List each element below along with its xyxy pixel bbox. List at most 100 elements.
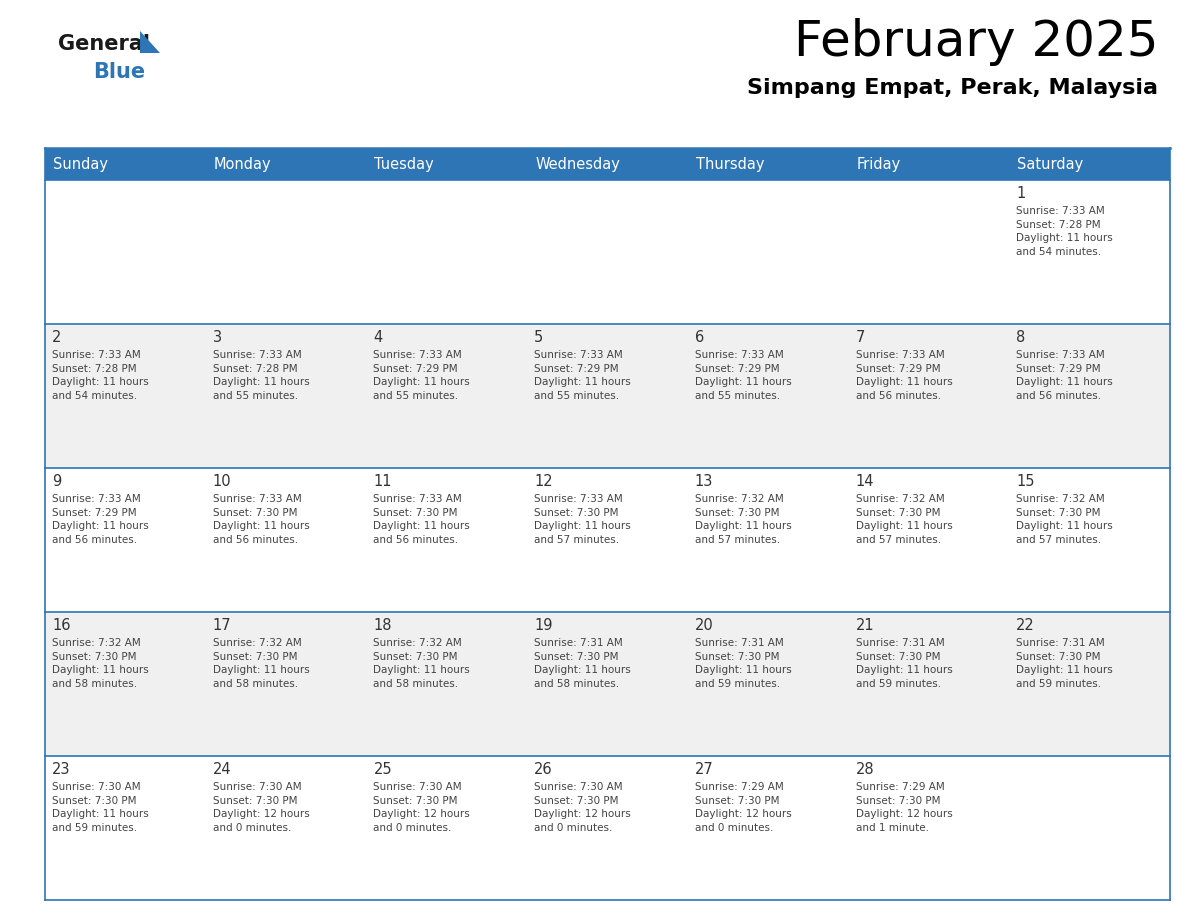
- Text: 23: 23: [52, 762, 70, 777]
- Text: 12: 12: [535, 474, 552, 489]
- Text: 3: 3: [213, 330, 222, 345]
- Text: 4: 4: [373, 330, 383, 345]
- FancyBboxPatch shape: [527, 148, 688, 180]
- Text: 15: 15: [1016, 474, 1035, 489]
- Text: 8: 8: [1016, 330, 1025, 345]
- FancyBboxPatch shape: [527, 612, 688, 756]
- FancyBboxPatch shape: [688, 180, 848, 324]
- FancyBboxPatch shape: [206, 468, 366, 612]
- FancyBboxPatch shape: [206, 756, 366, 900]
- FancyBboxPatch shape: [1010, 180, 1170, 324]
- FancyBboxPatch shape: [688, 324, 848, 468]
- FancyBboxPatch shape: [206, 180, 366, 324]
- FancyBboxPatch shape: [527, 756, 688, 900]
- FancyBboxPatch shape: [45, 756, 206, 900]
- FancyBboxPatch shape: [45, 324, 206, 468]
- Text: Sunrise: 7:33 AM
Sunset: 7:28 PM
Daylight: 11 hours
and 54 minutes.: Sunrise: 7:33 AM Sunset: 7:28 PM Dayligh…: [1016, 206, 1113, 257]
- Text: Sunrise: 7:32 AM
Sunset: 7:30 PM
Daylight: 11 hours
and 58 minutes.: Sunrise: 7:32 AM Sunset: 7:30 PM Dayligh…: [52, 638, 148, 688]
- Text: 14: 14: [855, 474, 874, 489]
- FancyBboxPatch shape: [848, 180, 1010, 324]
- Text: Monday: Monday: [214, 158, 271, 173]
- FancyBboxPatch shape: [527, 324, 688, 468]
- Text: Friday: Friday: [857, 158, 901, 173]
- Text: 16: 16: [52, 618, 70, 633]
- FancyBboxPatch shape: [1010, 324, 1170, 468]
- FancyBboxPatch shape: [366, 148, 527, 180]
- Text: 28: 28: [855, 762, 874, 777]
- Text: Sunrise: 7:31 AM
Sunset: 7:30 PM
Daylight: 11 hours
and 59 minutes.: Sunrise: 7:31 AM Sunset: 7:30 PM Dayligh…: [695, 638, 791, 688]
- Text: 6: 6: [695, 330, 704, 345]
- FancyBboxPatch shape: [206, 148, 366, 180]
- Text: Sunrise: 7:32 AM
Sunset: 7:30 PM
Daylight: 11 hours
and 57 minutes.: Sunrise: 7:32 AM Sunset: 7:30 PM Dayligh…: [695, 494, 791, 544]
- FancyBboxPatch shape: [688, 756, 848, 900]
- Text: Sunrise: 7:32 AM
Sunset: 7:30 PM
Daylight: 11 hours
and 57 minutes.: Sunrise: 7:32 AM Sunset: 7:30 PM Dayligh…: [1016, 494, 1113, 544]
- Text: 11: 11: [373, 474, 392, 489]
- FancyBboxPatch shape: [1010, 756, 1170, 900]
- Text: Blue: Blue: [93, 62, 145, 82]
- FancyBboxPatch shape: [688, 612, 848, 756]
- FancyBboxPatch shape: [848, 148, 1010, 180]
- Text: Sunrise: 7:33 AM
Sunset: 7:29 PM
Daylight: 11 hours
and 55 minutes.: Sunrise: 7:33 AM Sunset: 7:29 PM Dayligh…: [535, 350, 631, 401]
- Text: General: General: [58, 34, 150, 54]
- Text: Sunrise: 7:32 AM
Sunset: 7:30 PM
Daylight: 11 hours
and 57 minutes.: Sunrise: 7:32 AM Sunset: 7:30 PM Dayligh…: [855, 494, 953, 544]
- Text: Simpang Empat, Perak, Malaysia: Simpang Empat, Perak, Malaysia: [747, 78, 1158, 98]
- Text: Tuesday: Tuesday: [374, 158, 434, 173]
- Text: Sunrise: 7:33 AM
Sunset: 7:28 PM
Daylight: 11 hours
and 55 minutes.: Sunrise: 7:33 AM Sunset: 7:28 PM Dayligh…: [213, 350, 309, 401]
- FancyBboxPatch shape: [45, 180, 206, 324]
- Text: Sunrise: 7:32 AM
Sunset: 7:30 PM
Daylight: 11 hours
and 58 minutes.: Sunrise: 7:32 AM Sunset: 7:30 PM Dayligh…: [213, 638, 309, 688]
- Text: Sunrise: 7:33 AM
Sunset: 7:29 PM
Daylight: 11 hours
and 55 minutes.: Sunrise: 7:33 AM Sunset: 7:29 PM Dayligh…: [373, 350, 470, 401]
- Text: 13: 13: [695, 474, 713, 489]
- Text: 7: 7: [855, 330, 865, 345]
- Text: Sunrise: 7:29 AM
Sunset: 7:30 PM
Daylight: 12 hours
and 0 minutes.: Sunrise: 7:29 AM Sunset: 7:30 PM Dayligh…: [695, 782, 791, 833]
- Text: 18: 18: [373, 618, 392, 633]
- Text: 5: 5: [535, 330, 543, 345]
- Text: 17: 17: [213, 618, 232, 633]
- Text: Sunrise: 7:33 AM
Sunset: 7:29 PM
Daylight: 11 hours
and 56 minutes.: Sunrise: 7:33 AM Sunset: 7:29 PM Dayligh…: [52, 494, 148, 544]
- FancyBboxPatch shape: [527, 180, 688, 324]
- FancyBboxPatch shape: [45, 612, 206, 756]
- Text: Sunrise: 7:30 AM
Sunset: 7:30 PM
Daylight: 12 hours
and 0 minutes.: Sunrise: 7:30 AM Sunset: 7:30 PM Dayligh…: [373, 782, 470, 833]
- Text: Wednesday: Wednesday: [535, 158, 620, 173]
- Text: Sunrise: 7:33 AM
Sunset: 7:30 PM
Daylight: 11 hours
and 57 minutes.: Sunrise: 7:33 AM Sunset: 7:30 PM Dayligh…: [535, 494, 631, 544]
- FancyBboxPatch shape: [688, 148, 848, 180]
- FancyBboxPatch shape: [366, 468, 527, 612]
- FancyBboxPatch shape: [848, 324, 1010, 468]
- FancyBboxPatch shape: [1010, 148, 1170, 180]
- FancyBboxPatch shape: [45, 148, 206, 180]
- FancyBboxPatch shape: [848, 468, 1010, 612]
- Text: February 2025: February 2025: [794, 18, 1158, 66]
- FancyBboxPatch shape: [45, 468, 206, 612]
- Text: Sunrise: 7:32 AM
Sunset: 7:30 PM
Daylight: 11 hours
and 58 minutes.: Sunrise: 7:32 AM Sunset: 7:30 PM Dayligh…: [373, 638, 470, 688]
- FancyBboxPatch shape: [527, 468, 688, 612]
- Text: Sunrise: 7:30 AM
Sunset: 7:30 PM
Daylight: 12 hours
and 0 minutes.: Sunrise: 7:30 AM Sunset: 7:30 PM Dayligh…: [535, 782, 631, 833]
- Text: Sunrise: 7:33 AM
Sunset: 7:30 PM
Daylight: 11 hours
and 56 minutes.: Sunrise: 7:33 AM Sunset: 7:30 PM Dayligh…: [373, 494, 470, 544]
- Text: Sunrise: 7:31 AM
Sunset: 7:30 PM
Daylight: 11 hours
and 59 minutes.: Sunrise: 7:31 AM Sunset: 7:30 PM Dayligh…: [855, 638, 953, 688]
- FancyBboxPatch shape: [848, 612, 1010, 756]
- FancyBboxPatch shape: [848, 756, 1010, 900]
- FancyBboxPatch shape: [366, 324, 527, 468]
- Text: 10: 10: [213, 474, 232, 489]
- FancyBboxPatch shape: [206, 612, 366, 756]
- Text: Sunday: Sunday: [53, 158, 108, 173]
- Text: 20: 20: [695, 618, 714, 633]
- FancyBboxPatch shape: [688, 468, 848, 612]
- Text: 2: 2: [52, 330, 62, 345]
- Text: 25: 25: [373, 762, 392, 777]
- Text: 26: 26: [535, 762, 552, 777]
- FancyBboxPatch shape: [366, 612, 527, 756]
- Text: Sunrise: 7:33 AM
Sunset: 7:30 PM
Daylight: 11 hours
and 56 minutes.: Sunrise: 7:33 AM Sunset: 7:30 PM Dayligh…: [213, 494, 309, 544]
- Text: 19: 19: [535, 618, 552, 633]
- FancyBboxPatch shape: [1010, 612, 1170, 756]
- Text: Sunrise: 7:30 AM
Sunset: 7:30 PM
Daylight: 11 hours
and 59 minutes.: Sunrise: 7:30 AM Sunset: 7:30 PM Dayligh…: [52, 782, 148, 833]
- Text: 27: 27: [695, 762, 714, 777]
- Text: Sunrise: 7:30 AM
Sunset: 7:30 PM
Daylight: 12 hours
and 0 minutes.: Sunrise: 7:30 AM Sunset: 7:30 PM Dayligh…: [213, 782, 309, 833]
- Text: Sunrise: 7:29 AM
Sunset: 7:30 PM
Daylight: 12 hours
and 1 minute.: Sunrise: 7:29 AM Sunset: 7:30 PM Dayligh…: [855, 782, 953, 833]
- Text: 9: 9: [52, 474, 62, 489]
- Text: Sunrise: 7:33 AM
Sunset: 7:29 PM
Daylight: 11 hours
and 56 minutes.: Sunrise: 7:33 AM Sunset: 7:29 PM Dayligh…: [1016, 350, 1113, 401]
- Text: Sunrise: 7:33 AM
Sunset: 7:29 PM
Daylight: 11 hours
and 56 minutes.: Sunrise: 7:33 AM Sunset: 7:29 PM Dayligh…: [855, 350, 953, 401]
- Text: Sunrise: 7:33 AM
Sunset: 7:29 PM
Daylight: 11 hours
and 55 minutes.: Sunrise: 7:33 AM Sunset: 7:29 PM Dayligh…: [695, 350, 791, 401]
- Text: Sunrise: 7:31 AM
Sunset: 7:30 PM
Daylight: 11 hours
and 59 minutes.: Sunrise: 7:31 AM Sunset: 7:30 PM Dayligh…: [1016, 638, 1113, 688]
- Polygon shape: [140, 31, 160, 53]
- Text: 24: 24: [213, 762, 232, 777]
- FancyBboxPatch shape: [206, 324, 366, 468]
